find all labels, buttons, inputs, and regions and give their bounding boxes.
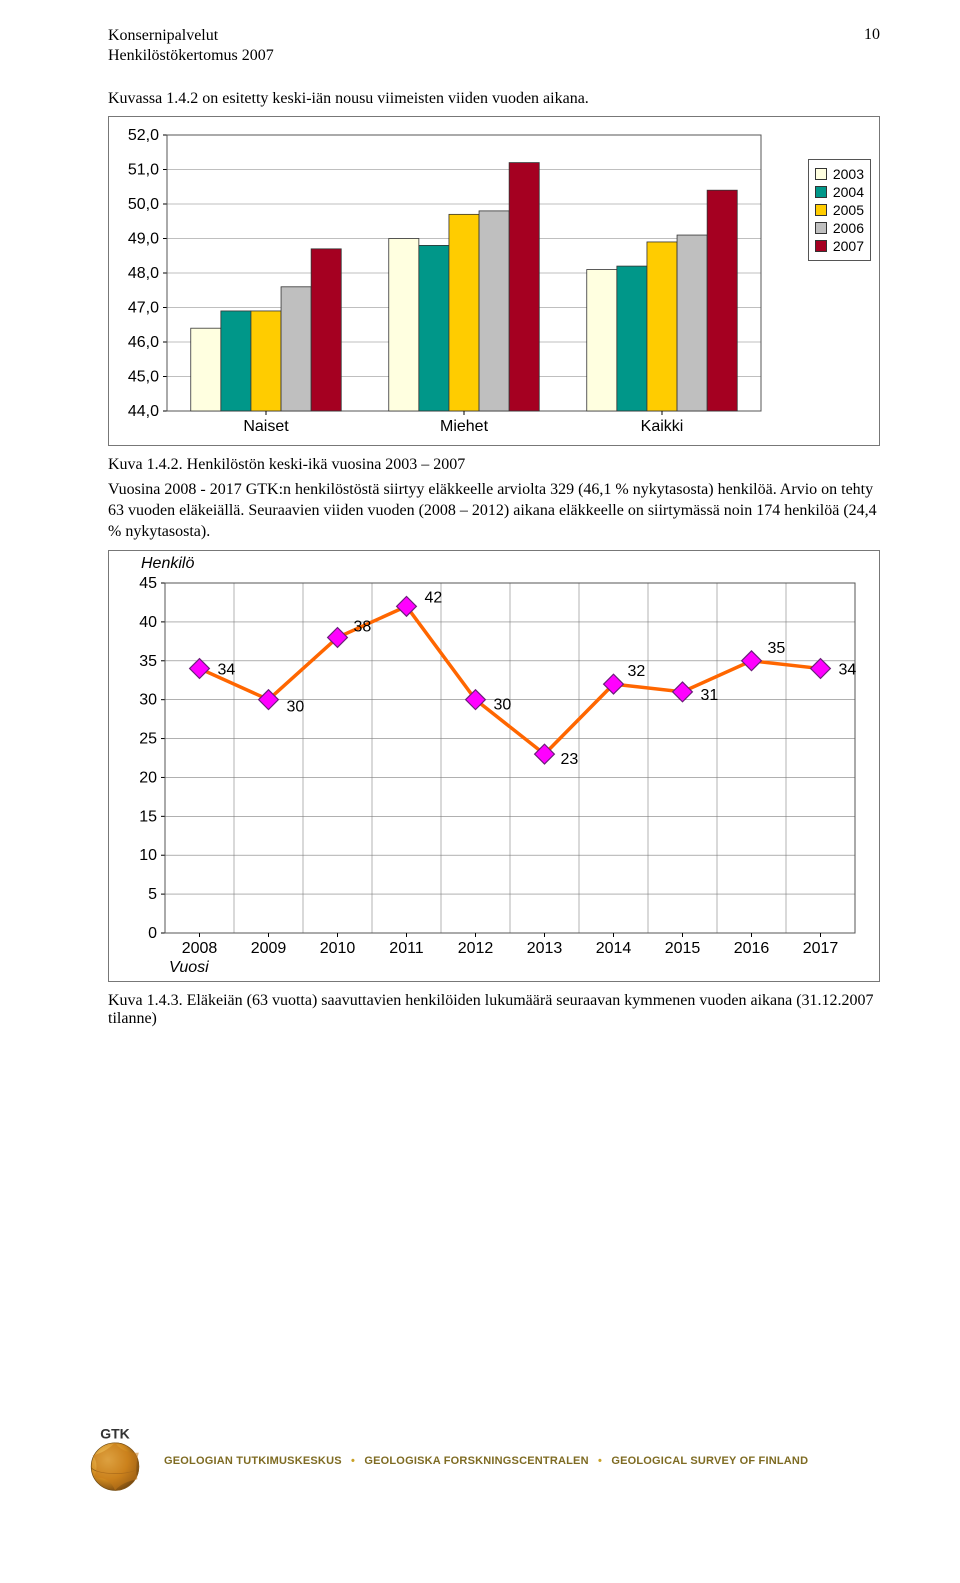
svg-text:45: 45 xyxy=(139,575,157,592)
svg-text:35: 35 xyxy=(768,640,786,657)
svg-text:23: 23 xyxy=(561,752,579,769)
svg-text:Kaikki: Kaikki xyxy=(641,418,684,435)
line-chart-ytitle: Henkilö xyxy=(141,555,194,573)
svg-text:15: 15 xyxy=(139,809,157,826)
legend-item: 2003 xyxy=(815,166,864,182)
svg-text:2017: 2017 xyxy=(803,940,839,957)
gtk-logo-text: GTK xyxy=(100,1426,130,1442)
page-footer: GTK GEOLOGIAN TUTKIMUSKESKUS • GEOLOGISK… xyxy=(0,1426,960,1496)
svg-text:32: 32 xyxy=(628,664,646,681)
svg-text:30: 30 xyxy=(494,697,512,714)
svg-text:0: 0 xyxy=(148,925,157,942)
svg-text:34: 34 xyxy=(839,662,857,679)
svg-text:38: 38 xyxy=(354,619,372,636)
svg-text:51,0: 51,0 xyxy=(128,162,159,179)
svg-text:20: 20 xyxy=(139,770,157,787)
line-chart-container: Henkilö Vuosi 0 5 10 15 20 25 30 35 40 45 2008 2009… xyxy=(108,550,880,982)
svg-text:48,0: 48,0 xyxy=(128,265,159,282)
svg-text:2009: 2009 xyxy=(251,940,287,957)
legend-item: 2006 xyxy=(815,220,864,236)
intro-text: Kuvassa 1.4.2 on esitetty keski-iän nous… xyxy=(108,90,880,108)
legend-item: 2004 xyxy=(815,184,864,200)
svg-text:47,0: 47,0 xyxy=(128,300,159,317)
svg-text:Miehet: Miehet xyxy=(440,418,489,435)
line-chart-xtitle: Vuosi xyxy=(169,959,209,977)
svg-text:30: 30 xyxy=(287,699,305,716)
page-number: 10 xyxy=(864,26,880,44)
legend-item: 2005 xyxy=(815,202,864,218)
svg-text:46,0: 46,0 xyxy=(128,334,159,351)
svg-text:40: 40 xyxy=(139,614,157,631)
legend-label: 2005 xyxy=(833,202,864,218)
footer-org1: GEOLOGIAN TUTKIMUSKESKUS xyxy=(164,1455,342,1467)
svg-text:2012: 2012 xyxy=(458,940,494,957)
legend-item: 2007 xyxy=(815,238,864,254)
header-left: Konsernipalvelut Henkilöstökertomus 2007 xyxy=(108,26,880,66)
caption-2: Kuva 1.4.3. Eläkeiän (63 vuotta) saavutt… xyxy=(108,992,880,1028)
svg-text:2016: 2016 xyxy=(734,940,770,957)
caption-1: Kuva 1.4.2. Henkilöstön keski-ikä vuosin… xyxy=(108,456,880,474)
legend-label: 2007 xyxy=(833,238,864,254)
svg-text:Naiset: Naiset xyxy=(243,418,289,435)
footer-orgs: GEOLOGIAN TUTKIMUSKESKUS • GEOLOGISKA FO… xyxy=(164,1455,808,1467)
svg-text:34: 34 xyxy=(218,662,236,679)
svg-text:2010: 2010 xyxy=(320,940,356,957)
svg-text:2015: 2015 xyxy=(665,940,701,957)
svg-text:45,0: 45,0 xyxy=(128,369,159,386)
footer-org2: GEOLOGISKA FORSKNINGSCENTRALEN xyxy=(364,1455,588,1467)
svg-text:49,0: 49,0 xyxy=(128,231,159,248)
svg-text:2014: 2014 xyxy=(596,940,632,957)
legend-label: 2004 xyxy=(833,184,864,200)
svg-text:25: 25 xyxy=(139,731,157,748)
footer-org3: GEOLOGICAL SURVEY OF FINLAND xyxy=(611,1455,808,1467)
line-chart: 0 5 10 15 20 25 30 35 40 45 2008 2009 2010 2011 2012 20… xyxy=(113,555,873,979)
header-line1: Konsernipalvelut xyxy=(108,26,880,46)
svg-text:2011: 2011 xyxy=(389,940,424,957)
svg-text:42: 42 xyxy=(425,590,443,607)
svg-text:2013: 2013 xyxy=(527,940,563,957)
paragraph-1: Vuosina 2008 - 2017 GTK:n henkilöstöstä … xyxy=(108,480,880,542)
svg-text:10: 10 xyxy=(139,848,157,865)
header-line2: Henkilöstökertomus 2007 xyxy=(108,46,880,66)
svg-text:31: 31 xyxy=(701,687,719,704)
legend-label: 2003 xyxy=(833,166,864,182)
svg-text:35: 35 xyxy=(139,653,157,670)
footer-sep-icon: • xyxy=(351,1455,355,1467)
bar-chart-legend: 2003 2004 2005 2006 2007 xyxy=(808,159,871,261)
svg-text:44,0: 44,0 xyxy=(128,403,159,420)
bar-chart-container: 44,0 45,0 46,0 47,0 48,0 49,0 50,0 51,0 52,0 Nais… xyxy=(108,116,880,446)
bar-chart: 44,0 45,0 46,0 47,0 48,0 49,0 50,0 51,0 52,0 Nais… xyxy=(113,121,873,441)
gtk-logo-icon: GTK xyxy=(80,1426,150,1496)
legend-label: 2006 xyxy=(833,220,864,236)
svg-text:2008: 2008 xyxy=(182,940,218,957)
svg-text:30: 30 xyxy=(139,692,157,709)
svg-text:5: 5 xyxy=(148,887,157,904)
svg-text:52,0: 52,0 xyxy=(128,127,159,144)
svg-text:50,0: 50,0 xyxy=(128,196,159,213)
footer-sep-icon: • xyxy=(598,1455,602,1467)
